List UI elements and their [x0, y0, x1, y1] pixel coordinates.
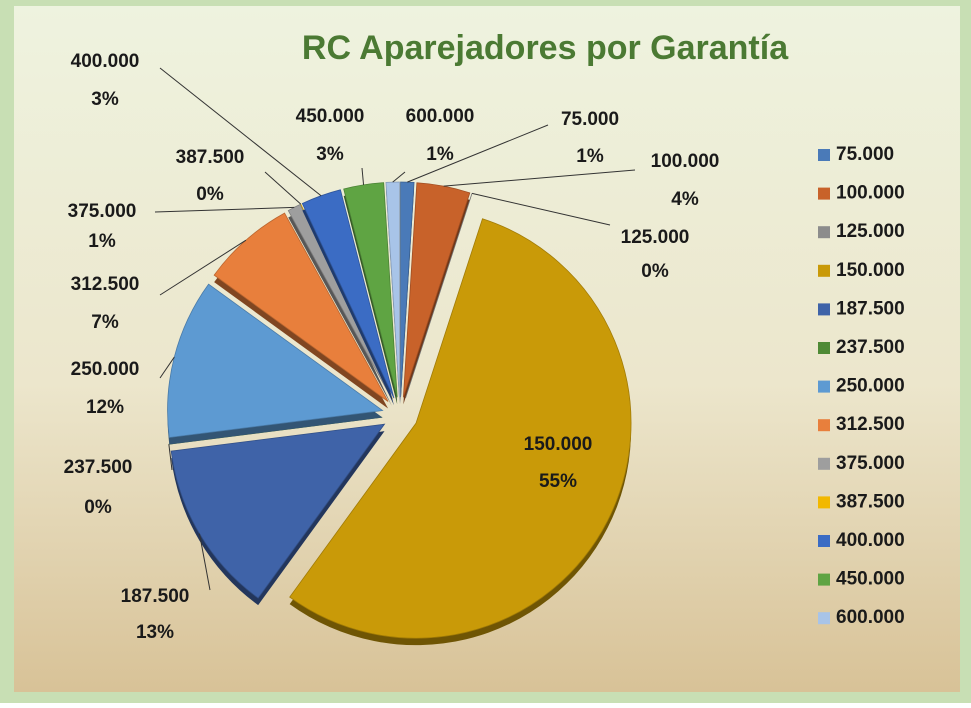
legend-swatch: [818, 187, 830, 200]
slice-category: 375.000: [68, 201, 137, 222]
legend-label: 312.500: [836, 414, 905, 435]
slice-value-label: 4%: [671, 189, 699, 210]
legend-label: 75.000: [836, 144, 894, 165]
slice: [287, 203, 393, 400]
slice-category: 100.000: [651, 151, 720, 172]
slice-category: 312.500: [71, 274, 140, 295]
legend-label: 387.500: [836, 491, 905, 512]
slice-value-label: 3%: [91, 89, 119, 110]
leader-line: [407, 124, 549, 183]
slice: [170, 423, 386, 599]
slice-value-label: 1%: [426, 144, 454, 165]
slice-category: 150.000: [524, 434, 593, 455]
leader-line: [471, 192, 611, 226]
legend: 75.000 100.000 125.000 150.000 187.500 237.50…: [818, 144, 905, 628]
slice-value-label: 12%: [86, 397, 124, 418]
legend-label: 400.000: [836, 530, 905, 551]
leader-line: [392, 171, 406, 183]
legend-label: 150.000: [836, 260, 905, 281]
slice: [167, 283, 384, 438]
legend-label: 187.500: [836, 298, 905, 319]
leader-line: [198, 533, 211, 591]
legend-swatch: [818, 573, 830, 586]
legend-swatch: [818, 612, 830, 625]
slice-category: 237.500: [64, 457, 133, 478]
slice: [402, 182, 471, 398]
slice-value-label: 3%: [316, 144, 344, 165]
slice-value-label: 0%: [196, 184, 224, 205]
legend-swatch: [818, 535, 830, 547]
leader-line: [361, 167, 365, 185]
leader-line: [159, 239, 247, 296]
slice-value-label: 1%: [576, 146, 604, 167]
legend-swatch: [818, 419, 830, 432]
legend-swatch: [818, 264, 830, 277]
legend-label: 237.500: [836, 337, 905, 358]
legend-swatch: [818, 303, 830, 316]
legend-label: 600.000: [836, 607, 905, 628]
chart-title: RC Aparejadores por Garantía: [302, 29, 789, 67]
legend-label: 450.000: [836, 569, 905, 590]
slice-value-label: 55%: [539, 471, 577, 492]
slice-category: 600.000: [406, 106, 475, 127]
legend-swatch: [818, 226, 830, 239]
legend-label: 100.000: [836, 183, 905, 204]
slice-value-label: 1%: [88, 231, 116, 252]
slice: [289, 218, 632, 639]
legend-swatch: [818, 496, 830, 509]
leader-line: [154, 206, 295, 213]
slice: [213, 212, 389, 402]
slice-category: 75.000: [561, 109, 619, 130]
legend-swatch: [818, 380, 830, 393]
slice-value-label: 7%: [91, 312, 119, 333]
leader-line: [168, 444, 173, 471]
legend-label: 125.000: [836, 221, 905, 242]
leader-line: [159, 356, 175, 379]
legend-label: 250.000: [836, 376, 905, 397]
leader-line: [159, 67, 322, 197]
slice: [400, 181, 415, 398]
labels: 75.000 1% 100.000 4% 125.000 0% 150.000 55% 187.…: [64, 51, 720, 643]
pie: [167, 181, 632, 646]
slice-category: 387.500: [176, 147, 245, 168]
leader-line: [443, 169, 636, 187]
slice-value-label: 0%: [84, 497, 112, 518]
slice-category: 450.000: [296, 106, 365, 127]
slice-side: [288, 211, 392, 406]
slice-category: 187.500: [121, 586, 190, 607]
slice-category: 400.000: [71, 51, 140, 72]
legend-swatch: [818, 457, 830, 470]
legend-label: 375.000: [836, 453, 905, 474]
slice-value-label: 0%: [641, 261, 669, 282]
slice-side: [405, 200, 473, 405]
leader-line: [264, 171, 302, 205]
legend-swatch: [818, 342, 830, 354]
slice-value-label: 13%: [136, 622, 174, 643]
legend-swatch: [818, 149, 830, 161]
slice-category: 125.000: [621, 227, 690, 248]
slice-category: 250.000: [71, 359, 140, 380]
